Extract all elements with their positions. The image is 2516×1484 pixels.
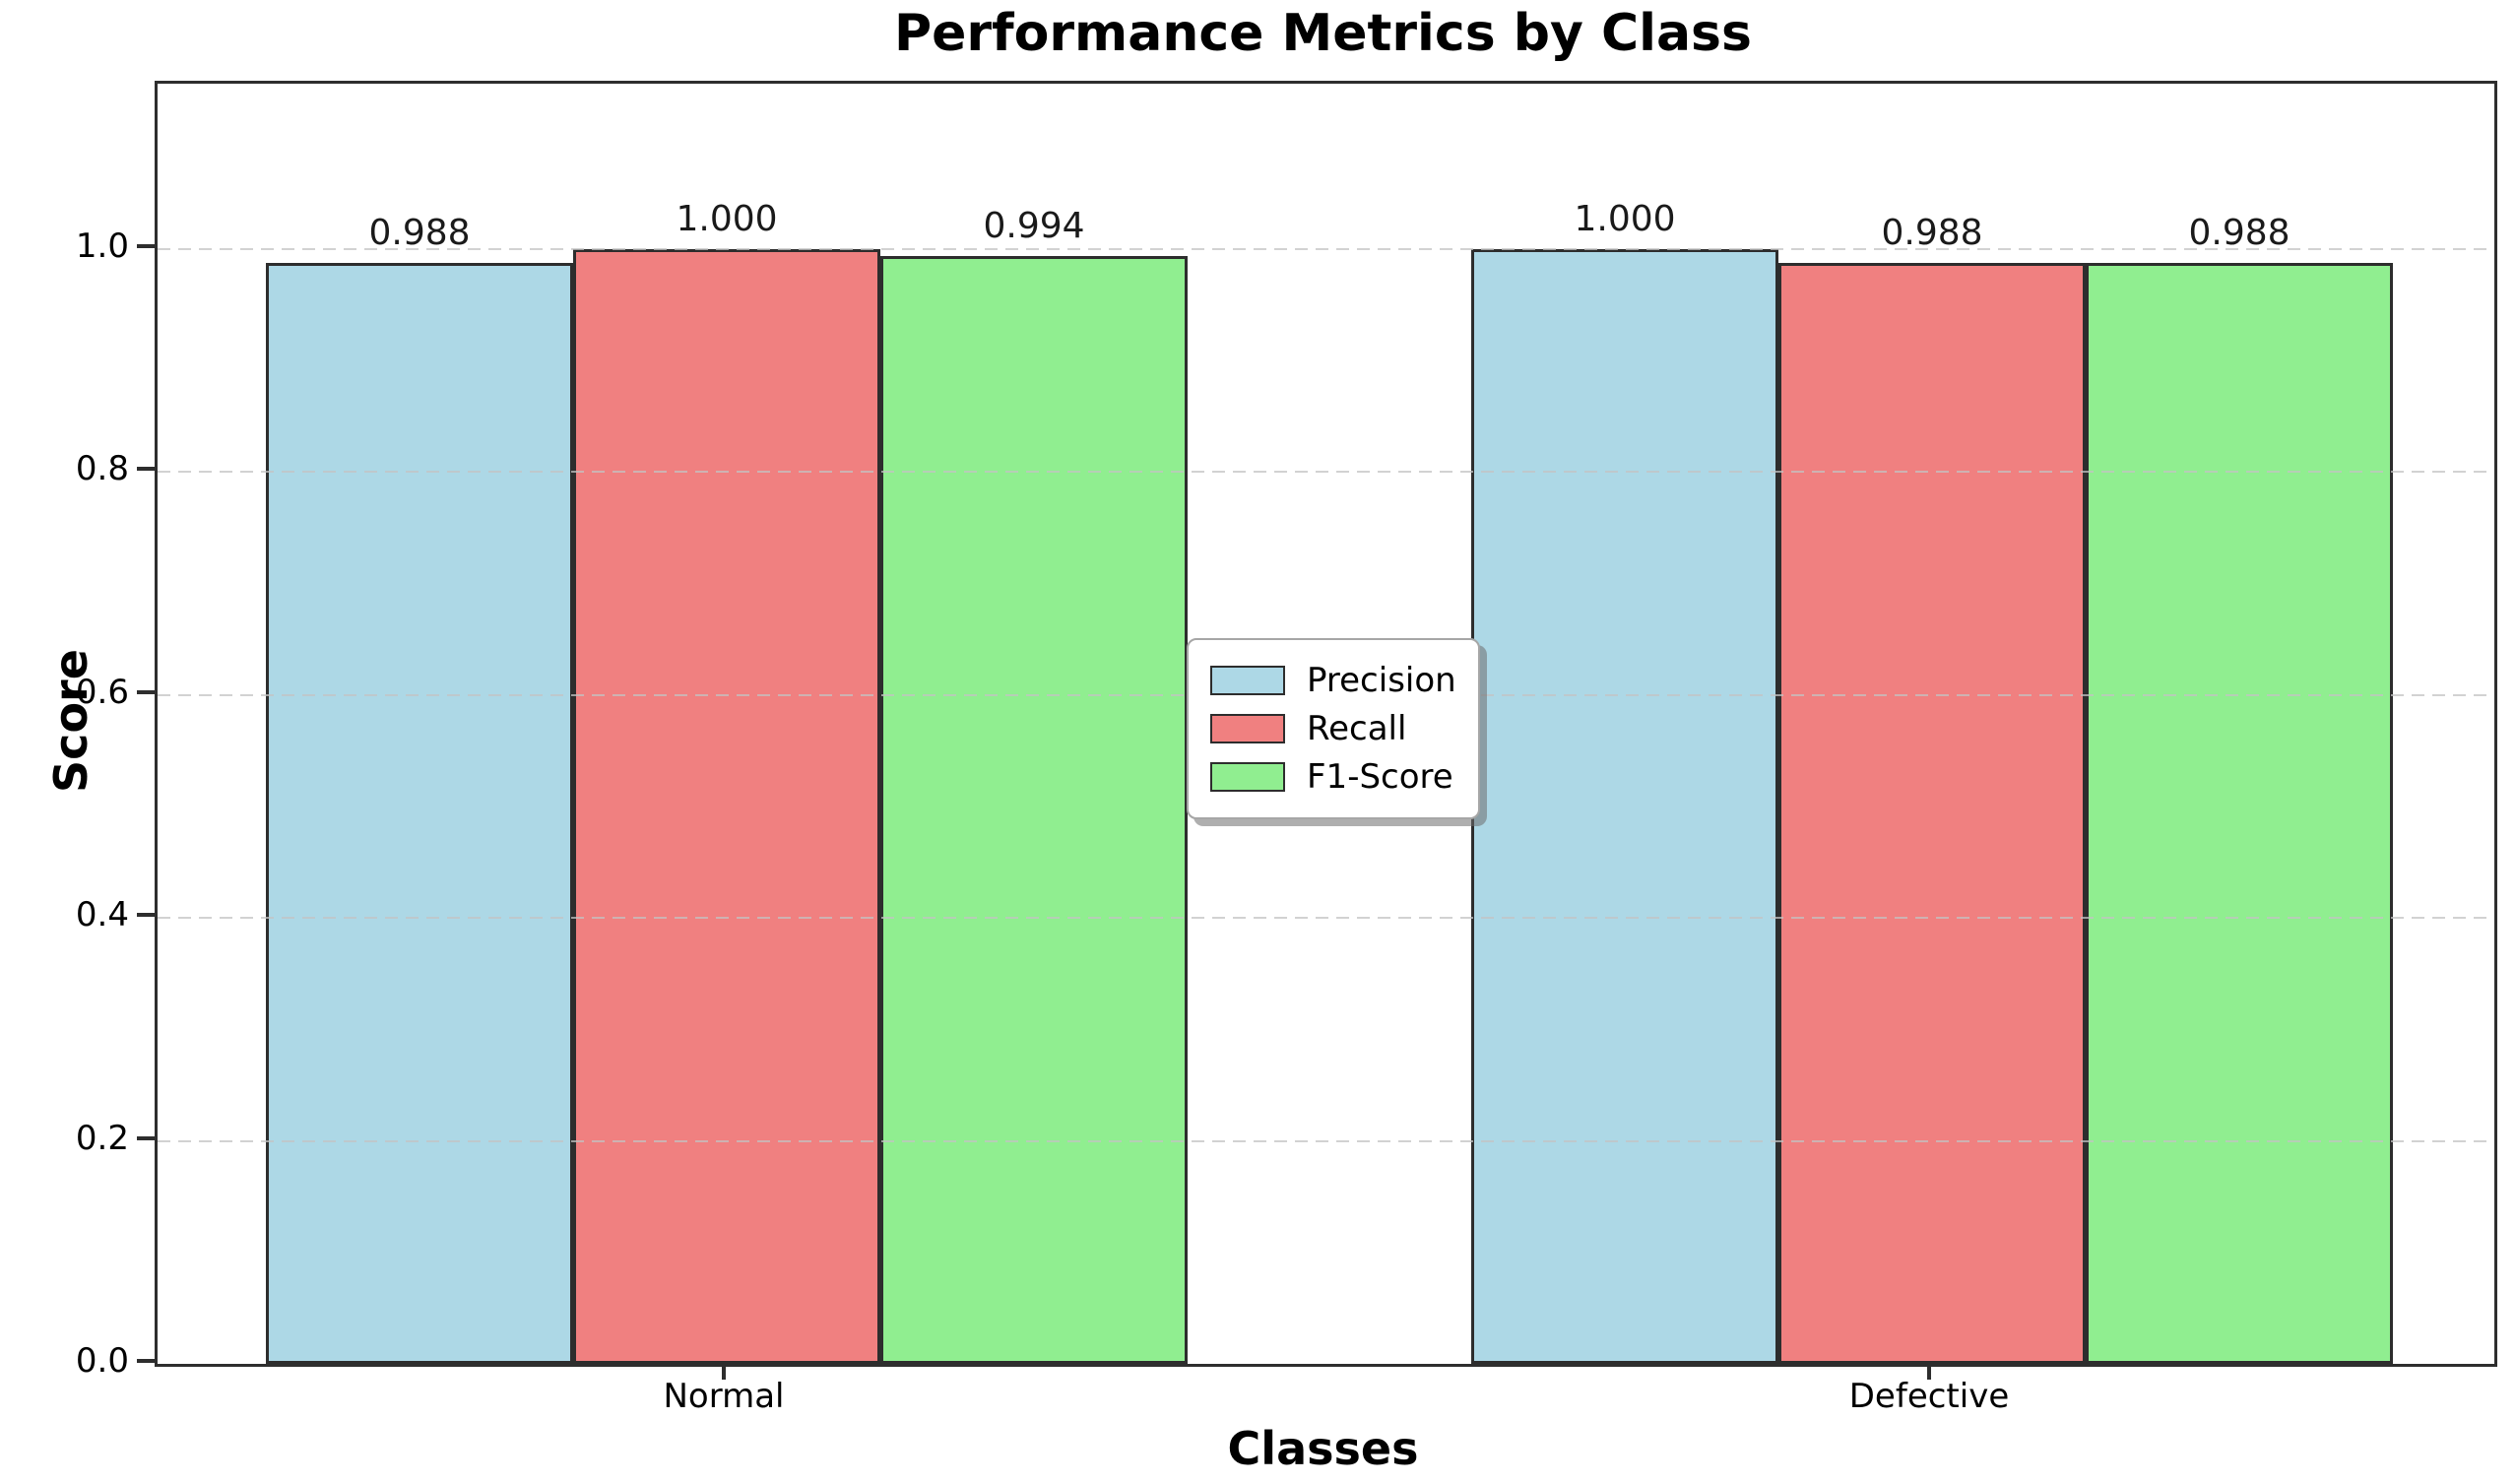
- y-tick-mark-1.0: [137, 244, 155, 248]
- x-tick-mark-normal: [722, 1364, 726, 1380]
- legend-items: Precision Recall F1-Score: [1210, 657, 1456, 801]
- legend-label-precision: Precision: [1307, 661, 1456, 700]
- bar-defective-f1-score: [2086, 263, 2393, 1364]
- legend-swatch-f1-score: [1210, 762, 1285, 792]
- bar-normal-f1-score: [880, 256, 1188, 1364]
- legend-item-precision: Precision: [1210, 657, 1456, 704]
- y-tick-mark-0.0: [137, 1359, 155, 1363]
- y-tick-label-0.4: 0.4: [75, 895, 129, 936]
- bar-value-defective-recall: 0.988: [1881, 213, 1983, 253]
- legend: Precision Recall F1-Score: [1187, 638, 1480, 819]
- bar-value-defective-f1-score: 0.988: [2188, 213, 2290, 253]
- y-tick-label-0.0: 0.0: [75, 1341, 129, 1381]
- legend-swatch-recall: [1210, 714, 1285, 743]
- y-tick-mark-0.8: [137, 467, 155, 472]
- legend-item-recall: Recall: [1210, 705, 1456, 752]
- bar-defective-precision: [1471, 249, 1778, 1364]
- bar-value-normal-recall: 1.000: [676, 199, 778, 239]
- y-tick-mark-0.6: [137, 689, 155, 694]
- y-tick-label-0.2: 0.2: [75, 1118, 129, 1158]
- y-tick-label-1.0: 1.0: [75, 226, 129, 266]
- legend-label-recall: Recall: [1307, 709, 1407, 748]
- x-tick-label-normal: Normal: [663, 1377, 785, 1416]
- chart-title: Performance Metrics by Class: [894, 4, 1752, 63]
- legend-label-f1-score: F1-Score: [1307, 757, 1453, 797]
- y-tick-label-0.8: 0.8: [75, 449, 129, 489]
- plot-area: 0.988 1.000 0.994 1.000 0.988 0.988 Precision…: [155, 81, 2497, 1367]
- bar-normal-recall: [573, 249, 880, 1364]
- bar-value-normal-f1-score: 0.994: [983, 206, 1085, 246]
- y-tick-label-0.6: 0.6: [75, 672, 129, 712]
- y-tick-mark-0.2: [137, 1135, 155, 1140]
- bar-normal-precision: [266, 263, 573, 1364]
- x-tick-label-defective: Defective: [1848, 1377, 2010, 1416]
- legend-item-f1-score: F1-Score: [1210, 753, 1456, 801]
- x-tick-mark-defective: [1927, 1364, 1931, 1380]
- bar-value-defective-precision: 1.000: [1574, 199, 1676, 239]
- x-axis-label: Classes: [1227, 1422, 1419, 1475]
- y-axis-label: Score: [44, 649, 97, 793]
- legend-swatch-precision: [1210, 666, 1285, 695]
- bar-defective-recall: [1778, 263, 2086, 1364]
- bar-value-normal-precision: 0.988: [368, 213, 471, 253]
- y-tick-mark-0.4: [137, 913, 155, 918]
